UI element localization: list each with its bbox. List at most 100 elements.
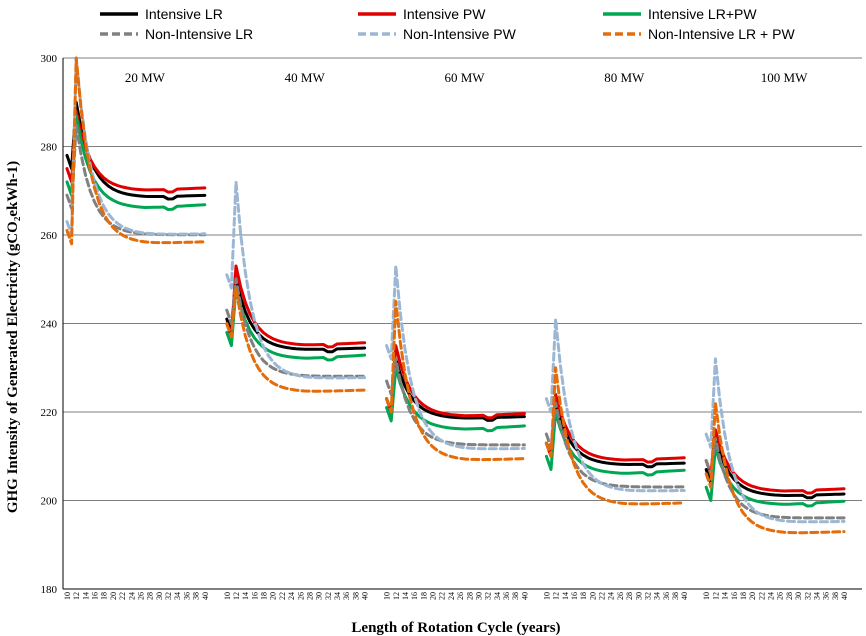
x-tick-40mw-18: 18 xyxy=(260,592,269,600)
x-tick-40mw-32: 32 xyxy=(324,592,333,600)
x-tick-80mw-40: 40 xyxy=(680,592,689,600)
line-intensive-lr-pw-80mw xyxy=(544,410,686,477)
x-tick-60mw-36: 36 xyxy=(502,592,511,600)
x-tick-labels: 10 12 14 16 18 20 22 24 26 28 30 32 34 36 38 40 10 12 14 16… xyxy=(63,592,849,600)
x-tick-40mw-24: 24 xyxy=(287,592,296,600)
x-tick-40mw-26: 26 xyxy=(296,592,305,600)
x-tick-80mw-14: 14 xyxy=(561,592,570,600)
line-intensive-lr-pw-40mw xyxy=(225,286,367,362)
x-tick-20mw-10: 10 xyxy=(63,592,72,600)
series-intensive-pw xyxy=(65,109,846,495)
x-tick-60mw-30: 30 xyxy=(474,592,483,600)
series-non-intensive-pw xyxy=(65,56,846,524)
series-intensive-lr xyxy=(65,100,846,500)
x-tick-80mw-16: 16 xyxy=(570,592,579,600)
y-tick-labels: 180 200 220 240 260 280 300 xyxy=(41,53,58,596)
y-tick-280: 280 xyxy=(41,142,58,154)
line-non-intensive-lr-pw-60mw xyxy=(385,299,526,462)
x-tick-20mw-32: 32 xyxy=(164,592,173,600)
series-non-intensive-lr-pw xyxy=(65,56,846,535)
panel-label-100mw: 100 MW xyxy=(761,70,808,85)
x-tick-80mw-10: 10 xyxy=(542,592,551,600)
y-tick-180: 180 xyxy=(41,584,58,596)
legend: Intensive LR Intensive PW Intensive LR+PW N… xyxy=(100,6,795,42)
x-tick-80mw-18: 18 xyxy=(579,592,588,600)
x-tick-60mw-16: 16 xyxy=(410,592,419,600)
x-tick-100mw-16: 16 xyxy=(730,592,739,600)
x-tick-40mw-34: 34 xyxy=(333,592,342,600)
line-non-intensive-lr-pw-20mw xyxy=(65,56,207,246)
legend-label-non-intensive-lr-pw: Non-Intensive LR + PW xyxy=(648,26,795,42)
line-non-intensive-lr-100mw xyxy=(704,437,846,520)
line-non-intensive-pw-40mw xyxy=(225,180,367,380)
x-tick-80mw-34: 34 xyxy=(653,592,662,600)
x-tick-40mw-14: 14 xyxy=(241,592,250,600)
x-tick-40mw-36: 36 xyxy=(342,592,351,600)
line-non-intensive-lr-60mw xyxy=(385,357,526,447)
x-tick-100mw-22: 22 xyxy=(757,592,766,600)
legend-label-non-intensive-lr: Non-Intensive LR xyxy=(145,26,253,42)
x-tick-20mw-34: 34 xyxy=(173,592,182,600)
x-tick-40mw-22: 22 xyxy=(278,592,287,600)
line-intensive-lr-40mw xyxy=(225,277,367,354)
y-tick-300: 300 xyxy=(41,53,58,65)
x-tick-60mw-38: 38 xyxy=(511,592,520,600)
x-tick-60mw-18: 18 xyxy=(419,592,428,600)
x-tick-80mw-22: 22 xyxy=(598,592,607,600)
x-tick-20mw-16: 16 xyxy=(91,592,100,600)
x-tick-20mw-24: 24 xyxy=(127,592,136,600)
x-tick-20mw-14: 14 xyxy=(81,592,90,600)
y-tick-260: 260 xyxy=(41,230,58,242)
x-tick-40mw-20: 20 xyxy=(269,592,278,600)
line-intensive-pw-100mw xyxy=(704,428,846,495)
x-tick-40mw-16: 16 xyxy=(250,592,259,600)
line-non-intensive-pw-60mw xyxy=(385,264,526,451)
line-intensive-pw-60mw xyxy=(385,344,526,420)
y-tick-220: 220 xyxy=(41,407,58,419)
line-non-intensive-pw-20mw xyxy=(65,56,207,237)
line-intensive-lr-100mw xyxy=(704,437,846,500)
line-intensive-lr-pw-60mw xyxy=(385,366,526,433)
x-tick-80mw-32: 32 xyxy=(643,592,652,600)
x-tick-100mw-20: 20 xyxy=(748,592,757,600)
x-tick-60mw-14: 14 xyxy=(401,592,410,600)
x-tick-40mw-38: 38 xyxy=(351,592,360,600)
x-tick-80mw-36: 36 xyxy=(662,592,671,600)
x-axis-title: Length of Rotation Cycle (years) xyxy=(351,620,560,636)
x-tick-100mw-28: 28 xyxy=(785,592,794,600)
x-tick-20mw-18: 18 xyxy=(100,592,109,600)
x-tick-80mw-24: 24 xyxy=(607,592,616,600)
panel-label-60mw: 60 MW xyxy=(444,70,485,85)
x-tick-100mw-32: 32 xyxy=(803,592,812,600)
panel-label-40mw: 40 MW xyxy=(285,70,326,85)
x-tick-80mw-26: 26 xyxy=(616,592,625,600)
x-tick-20mw-40: 40 xyxy=(201,592,210,600)
x-tick-20mw-30: 30 xyxy=(155,592,164,600)
x-tick-80mw-38: 38 xyxy=(671,592,680,600)
x-tick-20mw-26: 26 xyxy=(136,592,145,600)
x-tick-20mw-22: 22 xyxy=(118,592,127,600)
x-tick-60mw-28: 28 xyxy=(465,592,474,600)
x-tick-60mw-34: 34 xyxy=(493,592,502,600)
legend-label-intensive-pw: Intensive PW xyxy=(403,6,486,22)
legend-label-intensive-lr: Intensive LR xyxy=(145,6,223,22)
axes xyxy=(62,58,862,590)
x-tick-40mw-12: 12 xyxy=(232,592,241,600)
x-tick-60mw-26: 26 xyxy=(456,592,465,600)
x-tick-100mw-34: 34 xyxy=(812,592,821,600)
panel-label-20mw: 20 MW xyxy=(125,70,166,85)
x-tick-100mw-24: 24 xyxy=(767,592,776,600)
line-non-intensive-lr-pw-100mw xyxy=(704,401,846,535)
line-intensive-pw-40mw xyxy=(225,264,367,349)
x-tick-80mw-12: 12 xyxy=(552,592,561,600)
line-non-intensive-lr-20mw xyxy=(65,122,207,237)
line-intensive-pw-80mw xyxy=(544,392,686,464)
x-tick-40mw-10: 10 xyxy=(223,592,232,600)
x-tick-20mw-12: 12 xyxy=(72,592,81,600)
x-tick-20mw-38: 38 xyxy=(192,592,201,600)
panel-labels: 20 MW 40 MW 60 MW 80 MW 100 MW xyxy=(125,70,808,85)
x-tick-80mw-30: 30 xyxy=(634,592,643,600)
line-non-intensive-pw-100mw xyxy=(704,357,846,524)
x-tick-60mw-12: 12 xyxy=(392,592,401,600)
